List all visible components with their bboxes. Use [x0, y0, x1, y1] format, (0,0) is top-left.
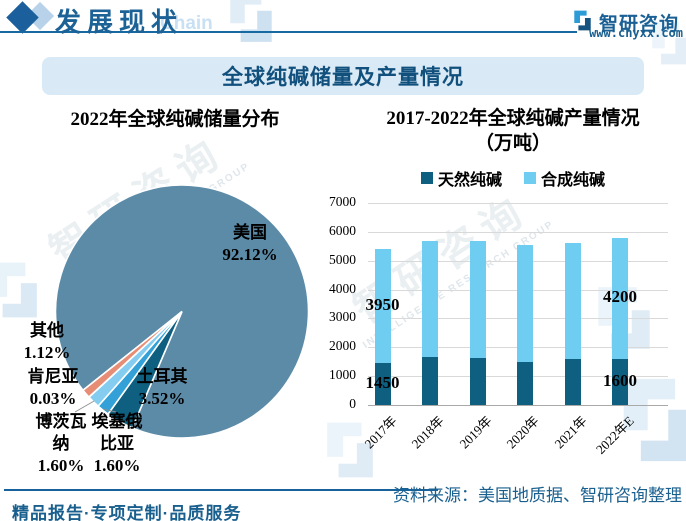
gridline — [368, 203, 668, 204]
x-axis-label: 2021年 — [551, 413, 590, 452]
y-axis-tick-label: 0 — [349, 396, 356, 411]
banner-title: 全球纯碱储量及产量情况 — [222, 65, 464, 89]
bar-chart-legend: 天然纯碱 合成纯碱 — [348, 166, 678, 190]
bar-value-label: 1450 — [365, 373, 400, 393]
y-axis-tick-label: 7000 — [329, 194, 356, 209]
y-axis-tick-label: 2000 — [329, 338, 356, 354]
footer-tagline: 精品报告·专项定制·品质服务 — [12, 504, 242, 521]
brand-logo-icon — [571, 9, 594, 37]
bar-value-label: 4200 — [603, 287, 637, 307]
y-axis-tick-label: 4000 — [329, 280, 356, 296]
website-url: www.chyxx.com — [589, 26, 683, 40]
pie-label-pct: 3.52% — [138, 388, 186, 408]
pie-label-pct: 1.12% — [23, 342, 71, 362]
pie-label-kenya: 肯尼亚 0.03% — [20, 366, 86, 410]
bar-segment-2022年E-天然纯碱 — [612, 358, 628, 405]
bar-chart-y-axis: 0 1000 2000 3000 4000 5000 6000 7000 — [316, 194, 362, 411]
pie-label-name: 博茨瓦纳 — [35, 412, 87, 453]
pie-label-others: 其他 1.12% — [18, 320, 76, 364]
bar-segment-2018年-天然纯碱 — [422, 357, 438, 405]
legend-label-natural: 天然纯碱 — [437, 172, 502, 189]
data-source: 资料来源：美国地质据、智研咨询整理 — [393, 486, 682, 505]
pie-chart — [54, 184, 310, 439]
pie-label-name: 其他 — [30, 321, 64, 340]
bar-segment-2019年-合成纯碱 — [469, 240, 486, 358]
pie-label-pct: 92.12% — [222, 244, 278, 264]
pie-label-pct: 1.60% — [93, 455, 141, 475]
bar-segment-2018年-合成纯碱 — [422, 240, 438, 358]
bar-segment-2021年-合成纯碱 — [564, 243, 581, 359]
pie-label-pct: 0.03% — [29, 388, 77, 408]
footer-rule — [4, 489, 438, 491]
bar-chart-title-line1: 2017-2022年全球纯碱产量情况 — [386, 108, 640, 129]
header-watermark-word: Chain — [160, 13, 213, 34]
y-axis-tick-label: 1000 — [329, 367, 356, 383]
pie-slice-其他 — [81, 310, 183, 399]
pie-label-us: 美国 92.12% — [206, 222, 294, 266]
x-axis-label: 2019年 — [456, 413, 495, 452]
brand-name: 智研咨询 — [599, 14, 680, 35]
x-axis-label: 2022年E — [592, 413, 637, 457]
section-title: 发展现状 — [55, 7, 184, 37]
bar-segment-2021年-天然纯碱 — [564, 358, 581, 405]
pie-label-botswana: 博茨瓦纳 1.60% — [32, 411, 90, 476]
pie-label-pct: 1.60% — [37, 455, 85, 475]
y-axis-tick-label: 5000 — [329, 251, 356, 267]
pie-label-name: 土耳其 — [136, 367, 188, 386]
x-axis-label: 2017年 — [361, 413, 400, 452]
bar-segment-2017年-合成纯碱 — [374, 249, 391, 364]
header-rule — [0, 31, 577, 33]
x-axis-label: 2018年 — [408, 413, 447, 452]
bar-segment-2017年-天然纯碱 — [374, 363, 391, 405]
bar-value-label: 1600 — [603, 370, 637, 390]
y-axis-tick-label: 3000 — [329, 309, 356, 325]
legend-swatch-synthetic-icon — [524, 172, 536, 184]
x-axis-label: 2020年 — [503, 413, 542, 452]
bar-chart-title-line2: （万吨） — [474, 133, 551, 154]
banner: 全球纯碱储量及产量情况 — [42, 57, 644, 95]
legend-item-natural: 天然纯碱 — [420, 166, 502, 190]
bar-value-label: 3950 — [365, 295, 400, 315]
y-axis-tick-label: 6000 — [329, 222, 356, 238]
gridline — [368, 405, 668, 406]
bar-segment-2020年-天然纯碱 — [517, 361, 533, 405]
pie-label-name: 肯尼亚 — [27, 367, 79, 386]
legend-swatch-natural-icon — [420, 172, 433, 184]
bar-segment-2019年-天然纯碱 — [469, 357, 486, 405]
pie-label-ethiopia: 埃塞俄比亚 1.60% — [88, 411, 146, 476]
pie-leader-line — [74, 400, 95, 413]
bar-chart-plot: 2017年 2018年 2019年 2020年 2021年 2022年E 3950 1450 4… — [361, 203, 668, 457]
bar-segment-2022年E-合成纯碱 — [612, 237, 628, 359]
pie-chart-title: 2022年全球纯碱储量分布 — [70, 109, 280, 130]
legend-label-synthetic: 合成纯碱 — [541, 172, 606, 189]
watermark-logo-icon — [222, 0, 280, 51]
gridline — [368, 231, 668, 233]
pie-label-turkey: 土耳其 3.52% — [132, 366, 192, 410]
pie-label-name: 埃塞俄比亚 — [91, 412, 143, 453]
bar-segment-2020年-合成纯碱 — [517, 244, 533, 362]
pie-label-name: 美国 — [233, 223, 267, 242]
legend-item-synthetic: 合成纯碱 — [524, 166, 605, 190]
pie-leader-line — [103, 408, 117, 413]
